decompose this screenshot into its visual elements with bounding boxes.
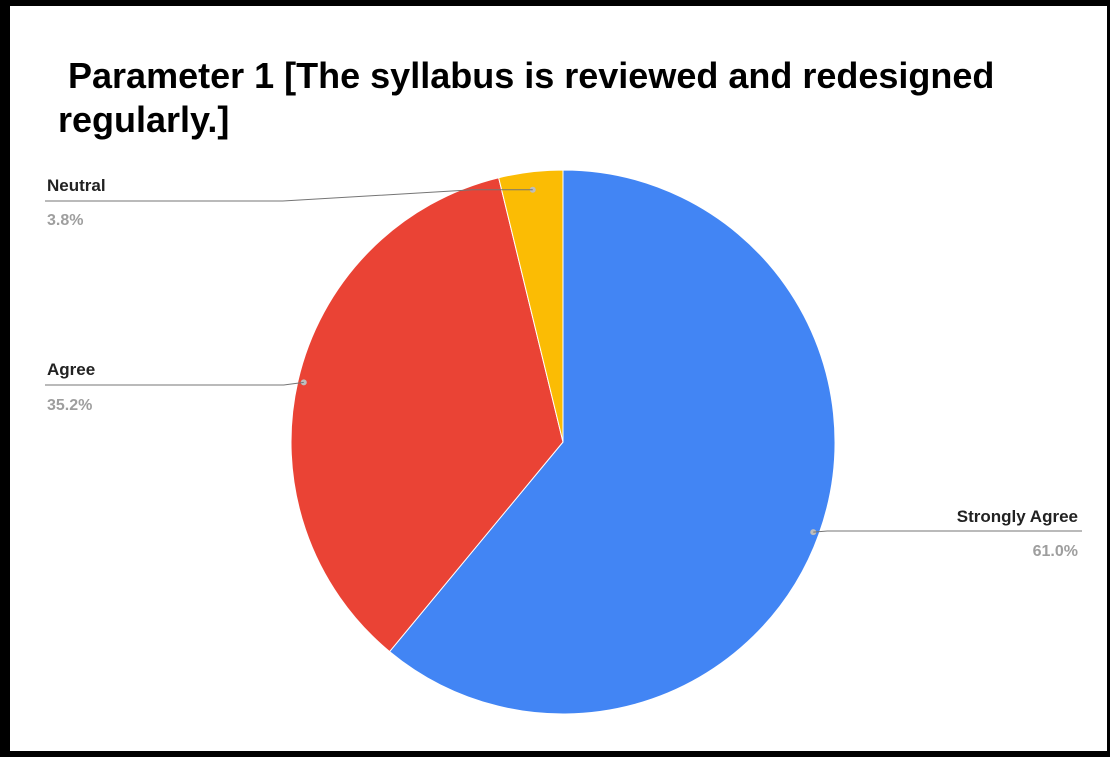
slice-label: Strongly Agree: [957, 507, 1078, 526]
pie-slice-strongly-agree: [388, 169, 836, 715]
leader-line: [45, 381, 304, 386]
leader-line: [45, 189, 533, 202]
slice-label: Agree: [47, 360, 95, 379]
pie-slice-agree: [290, 177, 564, 653]
slice-percent-label: 61.0%: [1033, 543, 1078, 560]
slice-label: Neutral: [47, 176, 106, 195]
slice-percent-label: 35.2%: [47, 397, 92, 414]
slice-labels: Strongly Agree 61.0% Agree 35.2% Neutral 3.8%: [47, 176, 1078, 560]
pie-slices: [290, 169, 836, 715]
leader-line: [813, 530, 1082, 533]
pie-slice-neutral: [498, 169, 564, 443]
chart-title: Parameter 1 [The syllabus is reviewed an…: [58, 55, 1005, 140]
slice-percent-label: 3.8%: [47, 212, 83, 229]
leader-lines: [45, 186, 1082, 536]
